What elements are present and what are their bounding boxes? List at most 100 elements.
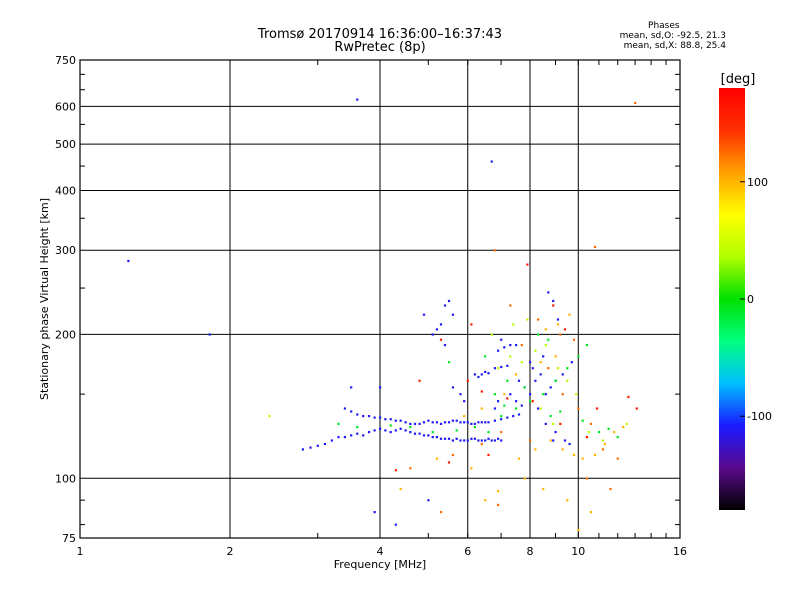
data-point <box>554 355 557 358</box>
data-point <box>547 338 550 341</box>
data-point <box>515 407 518 410</box>
data-point <box>493 419 496 422</box>
x-tick-label: 16 <box>673 545 687 558</box>
data-point <box>585 344 588 347</box>
data-point <box>435 421 438 424</box>
data-point <box>127 259 130 263</box>
data-point <box>399 427 402 430</box>
data-points <box>127 98 638 532</box>
data-point <box>384 418 387 421</box>
data-point <box>480 390 483 393</box>
data-point <box>480 421 483 424</box>
x-tick-label: 4 <box>377 545 384 558</box>
colorbar-tick-label: -100 <box>747 410 772 423</box>
data-point <box>473 426 476 429</box>
data-point <box>337 436 340 439</box>
data-point <box>459 393 462 396</box>
data-point <box>577 528 580 532</box>
colorbar-tick-label: 100 <box>747 176 768 189</box>
data-point <box>523 386 526 389</box>
data-point <box>563 328 567 331</box>
data-point <box>480 407 483 410</box>
data-point <box>484 421 487 424</box>
data-point <box>439 323 443 326</box>
data-point <box>577 407 580 410</box>
data-point <box>561 448 564 451</box>
data-point <box>431 333 434 336</box>
data-point <box>529 400 532 403</box>
data-point <box>500 415 503 418</box>
data-point <box>593 453 597 456</box>
data-point <box>512 415 515 418</box>
data-point <box>549 386 552 389</box>
data-point <box>451 419 454 422</box>
data-point <box>512 323 515 326</box>
data-point <box>503 404 506 407</box>
data-point <box>447 421 451 424</box>
data-point <box>487 437 490 440</box>
data-point <box>470 323 473 326</box>
data-point <box>451 439 454 442</box>
data-point <box>529 361 532 364</box>
data-point <box>435 457 438 460</box>
data-point <box>544 393 547 396</box>
data-point <box>534 448 537 451</box>
data-point <box>625 422 628 425</box>
axis-ticks: 1 2 4 6 8 10 16 75 100 200 300 400 500 600 750 <box>55 54 687 558</box>
data-point <box>466 379 469 382</box>
y-axis-label: Stationary phase Virtual Height [km] <box>38 198 51 400</box>
x-tick-label: 6 <box>464 545 471 558</box>
data-point <box>556 323 560 326</box>
data-point <box>517 457 521 460</box>
data-point <box>418 379 421 382</box>
data-point <box>627 395 630 399</box>
data-point <box>552 422 555 425</box>
data-point <box>559 422 562 425</box>
data-point <box>418 422 421 425</box>
colorbar-tick-label: 0 <box>747 293 754 306</box>
data-point <box>268 415 271 418</box>
data-point <box>427 419 430 422</box>
data-point <box>561 373 564 376</box>
data-point <box>595 407 599 410</box>
data-point <box>500 338 503 341</box>
data-point <box>362 415 365 418</box>
data-point <box>477 421 480 424</box>
data-point <box>577 355 580 358</box>
data-point <box>537 318 540 321</box>
data-point <box>409 422 412 425</box>
data-point <box>443 304 447 307</box>
y-tick-label: 200 <box>55 328 76 341</box>
data-point <box>568 313 571 316</box>
colorbar-label: [deg] <box>721 72 756 87</box>
data-point <box>509 355 512 358</box>
data-point <box>435 436 438 439</box>
data-point <box>552 304 555 307</box>
data-point <box>585 436 588 439</box>
data-point <box>572 338 576 341</box>
data-point <box>597 431 601 434</box>
data-point <box>529 439 532 442</box>
data-point <box>443 344 447 347</box>
data-point <box>487 453 490 456</box>
data-point <box>422 421 426 424</box>
data-point <box>316 444 319 447</box>
data-point <box>418 432 421 435</box>
data-point <box>593 245 597 248</box>
data-point <box>517 379 521 382</box>
chart-title-line-2: RwPretec (8p) <box>334 40 426 55</box>
data-point <box>409 426 412 429</box>
data-point <box>337 422 340 425</box>
data-point <box>463 400 466 403</box>
data-point <box>520 344 523 347</box>
data-point <box>473 422 476 425</box>
data-point <box>447 361 451 364</box>
data-point <box>552 299 555 303</box>
data-point <box>399 419 402 422</box>
y-tick-label: 100 <box>55 472 76 485</box>
data-point <box>439 338 443 341</box>
data-point <box>394 429 397 432</box>
data-point <box>330 439 333 442</box>
data-point <box>503 346 506 349</box>
